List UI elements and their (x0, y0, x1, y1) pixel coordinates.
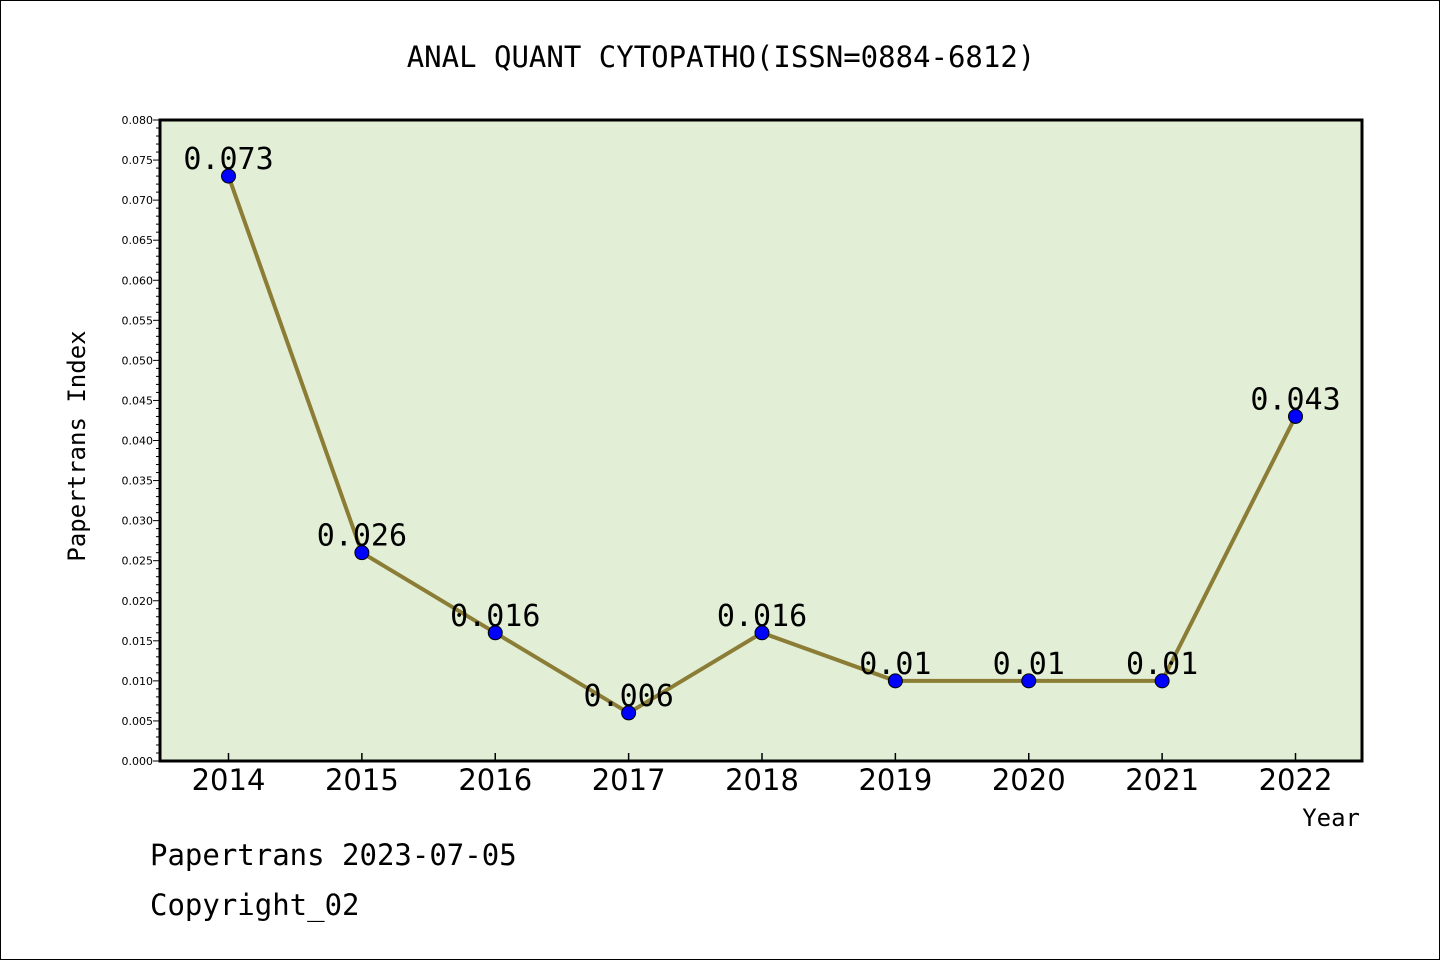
data-label: 0.073 (183, 142, 273, 177)
y-axis: 0.000 0.005 0.010 0.015 0.020 0.025 0.030 0.035… (122, 114, 160, 768)
data-point (887, 673, 903, 689)
y-tick-label: 0.040 (122, 435, 154, 448)
y-tick-label: 0.035 (122, 475, 154, 488)
y-tick-label: 0.000 (122, 755, 154, 768)
y-tick-label: 0.010 (122, 675, 154, 688)
y-axis-label: Papertrans Index (63, 330, 91, 561)
y-tick-label: 0.065 (122, 234, 154, 247)
footer-credit: Papertrans 2023-07-05 (150, 838, 517, 872)
y-tick-label: 0.045 (122, 394, 154, 407)
data-label: 0.016 (450, 599, 540, 634)
data-label: 0.006 (583, 679, 673, 714)
y-tick-label: 0.070 (122, 194, 154, 207)
y-tick-label: 0.005 (122, 715, 154, 728)
data-point (1288, 408, 1303, 424)
footer-copyright: Copyright_02 (150, 888, 360, 923)
y-tick-label: 0.030 (122, 515, 154, 528)
data-label: 0.026 (317, 519, 407, 554)
x-tick-label: 2018 (725, 763, 799, 797)
data-point (487, 625, 503, 641)
data-point (754, 625, 770, 641)
data-label: 0.01 (993, 647, 1065, 682)
series-layer: 0.073 0.026 0.016 0.006 0.016 0.01 0.01 0.01 0.0… (183, 142, 1341, 721)
data-point (221, 168, 236, 184)
data-label: 0.016 (717, 599, 807, 634)
x-tick-label: 2014 (192, 763, 266, 797)
data-point (354, 545, 370, 561)
x-axis-label: Year (1302, 804, 1360, 832)
y-tick-label: 0.080 (122, 114, 154, 127)
x-tick-label: 2022 (1259, 763, 1333, 797)
x-tick-label: 2019 (858, 763, 932, 797)
x-tick-label: 2015 (325, 763, 399, 797)
data-label: 0.01 (859, 647, 931, 682)
x-tick-label: 2016 (458, 763, 532, 797)
data-label: 0.043 (1250, 382, 1340, 417)
y-tick-label: 0.050 (122, 354, 154, 367)
data-label: 0.01 (1126, 647, 1198, 682)
x-axis: 2014 2015 2016 2017 2018 2019 2020 2021 2022 (192, 753, 1333, 797)
y-tick-label: 0.015 (122, 635, 154, 648)
y-tick-label: 0.020 (122, 595, 154, 608)
y-tick-label: 0.075 (122, 154, 154, 167)
plot-area (158, 118, 1364, 763)
y-tick-label: 0.025 (122, 555, 154, 568)
x-tick-label: 2020 (992, 763, 1066, 797)
data-point (621, 705, 637, 721)
data-point (1154, 673, 1170, 689)
x-tick-label: 2021 (1125, 763, 1199, 797)
y-tick-label: 0.055 (122, 314, 154, 327)
y-tick-label: 0.060 (122, 274, 154, 287)
data-point (1021, 673, 1037, 689)
x-tick-label: 2017 (592, 763, 666, 797)
chart-title: ANAL QUANT CYTOPATHO(ISSN=0884-6812) (407, 40, 1036, 74)
